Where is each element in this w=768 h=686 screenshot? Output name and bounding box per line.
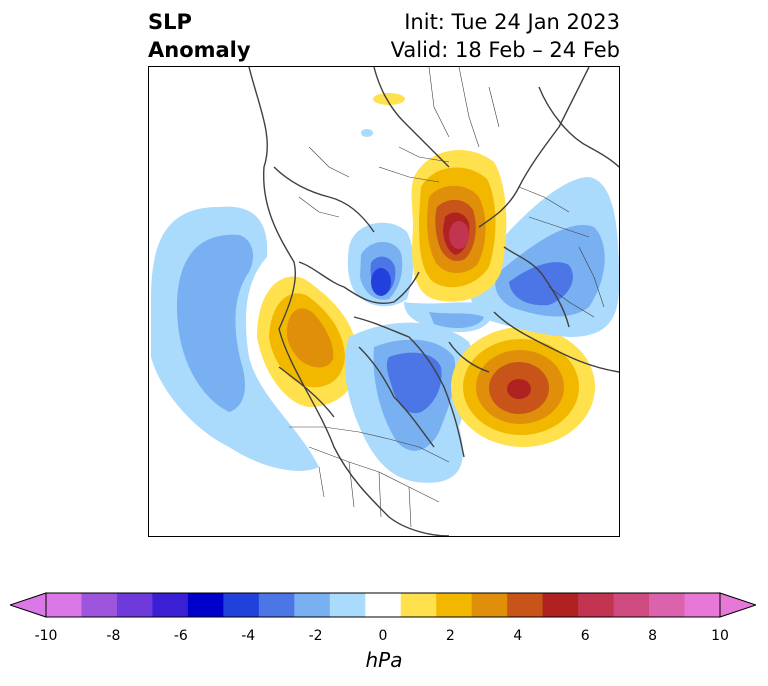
russia-positive-anomaly: [411, 150, 507, 302]
colorbar-segment: [258, 593, 295, 617]
colorbar-tick-label: 4: [513, 628, 523, 644]
colorbar-tick-label: -8: [106, 628, 121, 644]
slp-anomaly-map: [148, 66, 620, 537]
colorbar-segment: [684, 593, 721, 617]
colorbar-tick-label: 6: [580, 628, 590, 644]
arctic-negative-band: [404, 302, 494, 333]
colorbar-segment: [400, 593, 437, 617]
country-borders: [289, 67, 605, 528]
colorbar-segment: [116, 593, 153, 617]
colorbar-tick-label: 2: [445, 628, 455, 644]
colorbar-tick-label: 10: [711, 628, 729, 644]
colorbar-segment: [507, 593, 544, 617]
siberia-positive-anomaly: [373, 93, 405, 105]
colorbar-tick-label: 0: [378, 628, 388, 644]
colorbar-segments: [46, 593, 721, 617]
colorbar-segment: [46, 593, 82, 617]
small-negative-anomaly: [361, 129, 373, 137]
title-line-2: Anomaly: [148, 38, 251, 62]
valid-range: Valid: 18 Feb – 24 Feb: [390, 38, 620, 62]
europe-negative-anomaly: [470, 177, 619, 337]
map-svg: [151, 67, 619, 536]
coastlines: [248, 67, 619, 536]
colorbar-extend-high: [719, 592, 756, 618]
colorbar-tick-label: -10: [34, 628, 58, 644]
colorbar-extend-low: [10, 592, 47, 618]
colorbar-segment: [152, 593, 189, 617]
chart-title: SLP Anomaly: [148, 8, 251, 64]
colorbar-tick-label: -6: [173, 628, 188, 644]
colorbar-segment: [294, 593, 331, 617]
colorbar-tick-label: -4: [241, 628, 256, 644]
title-line-1: SLP: [148, 10, 192, 34]
colorbar-segment: [223, 593, 260, 617]
colorbar-segment: [81, 593, 118, 617]
eastern-north-america-negative-anomaly: [344, 322, 474, 483]
colorbar-segment: [649, 593, 686, 617]
colorbar: [10, 592, 756, 618]
colorbar-segment: [471, 593, 508, 617]
colorbar-segment: [578, 593, 615, 617]
north-atlantic-positive-anomaly: [451, 327, 595, 447]
colorbar-tick-label: 8: [648, 628, 658, 644]
forecast-info: Init: Tue 24 Jan 2023 Valid: 18 Feb – 24…: [391, 8, 620, 64]
colorbar-segment: [436, 593, 473, 617]
colorbar-segment: [365, 593, 402, 617]
pacific-negative-anomaly: [151, 206, 319, 471]
west-canada-positive-anomaly: [257, 276, 359, 407]
colorbar-unit-label: hPa: [365, 648, 403, 672]
colorbar-segment: [542, 593, 579, 617]
colorbar-tick-label: -2: [308, 628, 323, 644]
colorbar-segment: [329, 593, 366, 617]
colorbar-frame: [45, 592, 721, 618]
central-asia-negative-anomaly: [347, 222, 414, 307]
colorbar-segment: [187, 593, 224, 617]
colorbar-segment: [613, 593, 650, 617]
init-date: Init: Tue 24 Jan 2023: [404, 10, 620, 34]
